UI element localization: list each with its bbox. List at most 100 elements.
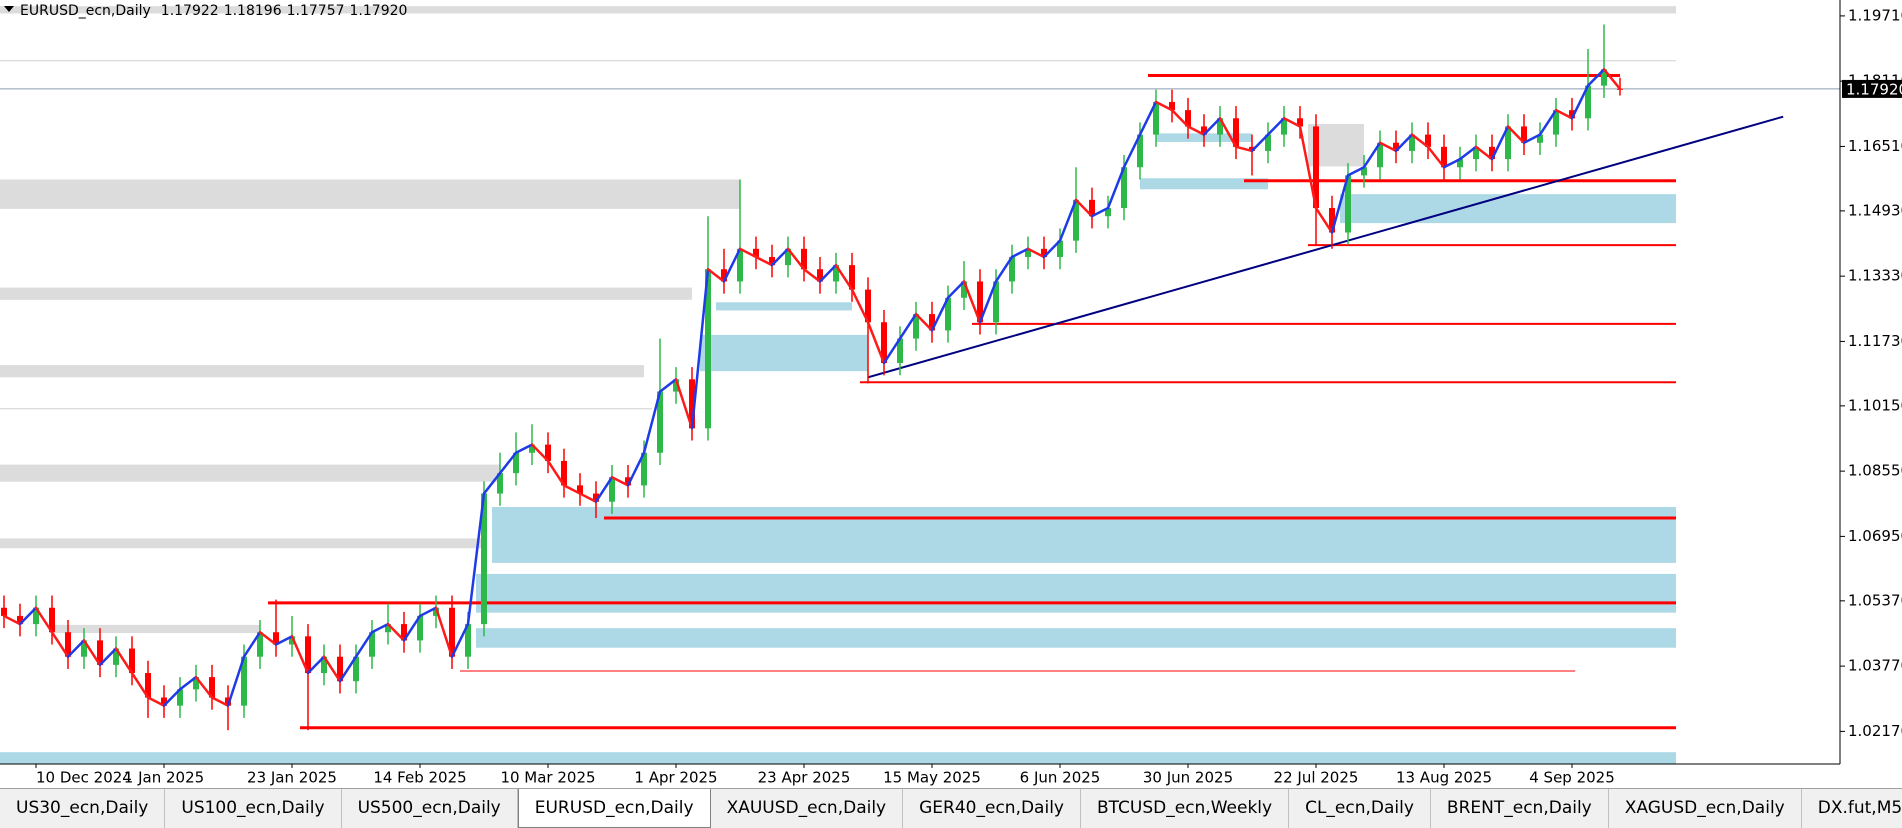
candle-body <box>385 624 391 633</box>
trend-line-segment <box>946 280 966 300</box>
candle-body <box>1473 146 1479 160</box>
trend-line-segment <box>530 443 550 463</box>
trend-line-segment <box>498 451 518 475</box>
menu-arrow[interactable] <box>4 6 14 12</box>
y-tick-label: 1.06950 <box>1848 527 1902 545</box>
trend-line-segment <box>146 696 166 707</box>
trend-line-segment <box>1442 157 1462 169</box>
symbol-tab[interactable]: US100_ecn,Daily <box>165 789 342 828</box>
trend-line-segment <box>610 475 630 487</box>
trend-line-segment <box>66 639 86 658</box>
symbol-tab[interactable]: XAUUSD_ecn,Daily <box>711 789 904 828</box>
trend-line-segment <box>802 267 822 283</box>
trend-line-segment <box>210 696 230 707</box>
candle-body <box>993 281 999 323</box>
candle-body <box>897 338 903 364</box>
trend-line-segment <box>994 255 1014 283</box>
zone <box>476 628 1676 648</box>
trend-line-segment <box>1250 133 1270 153</box>
candle-body <box>321 656 327 674</box>
trend-line-segment <box>1234 145 1254 153</box>
zone <box>0 752 1676 764</box>
candle-body <box>65 632 71 657</box>
trend-line-segment <box>2 614 22 626</box>
symbol-tab[interactable]: DX.fut,M5 <box>1802 789 1902 828</box>
candle-body <box>705 269 711 429</box>
candle-body <box>1185 110 1191 127</box>
symbol-tab[interactable]: GER40_ecn,Daily <box>903 789 1081 828</box>
candle-body <box>593 493 599 502</box>
trend-line-segment <box>1202 117 1222 136</box>
y-tick-label: 1.05370 <box>1848 591 1902 609</box>
candle-body <box>1521 126 1527 143</box>
candle-body <box>929 314 935 331</box>
candle-body <box>1425 134 1431 147</box>
trend-line-segment <box>1330 174 1350 234</box>
trend-line-segment <box>594 475 614 503</box>
symbol-tab[interactable]: US500_ecn,Daily <box>342 789 518 828</box>
trend-line-segment <box>114 647 134 675</box>
tab-bar: US30_ecn,Daily US100_ecn,Daily US500_ecn,D… <box>0 788 1902 828</box>
trend-line-segment <box>258 630 278 646</box>
trend-line-segment <box>834 263 854 291</box>
trend-line-segment <box>818 263 838 283</box>
symbol-tab[interactable]: CL_ecn,Daily <box>1289 789 1431 828</box>
zone <box>492 507 1676 563</box>
trend-line-segment <box>1090 206 1110 218</box>
trend-line-segment <box>1602 68 1622 91</box>
trend-line-segment <box>1538 108 1558 136</box>
candle-body <box>625 477 631 486</box>
candle-body <box>577 485 583 494</box>
y-tick-label: 1.13330 <box>1848 267 1902 285</box>
x-tick-label: 15 May 2025 <box>883 769 981 787</box>
x-tick-label: 1 Apr 2025 <box>634 769 717 787</box>
candle-body <box>145 673 151 698</box>
trend-line-segment <box>866 320 886 365</box>
trend-line-segment <box>1026 247 1046 259</box>
candle-body <box>113 648 119 665</box>
zone <box>0 464 500 482</box>
candle-body <box>49 607 55 633</box>
trend-line-segment <box>226 655 246 707</box>
candle-body <box>289 636 295 645</box>
candle-body <box>1505 126 1511 160</box>
trend-line-segment <box>306 655 326 675</box>
x-tick-label: 13 Aug 2025 <box>1396 769 1492 787</box>
trend-line-segment <box>1042 239 1062 259</box>
trend-line-segment <box>322 655 342 683</box>
zone <box>0 6 1676 14</box>
candle-body <box>33 607 39 625</box>
y-tick-label: 1.08550 <box>1848 462 1902 480</box>
symbol-tab[interactable]: EURUSD_ecn,Daily <box>517 789 711 828</box>
x-tick-label: 6 Jun 2025 <box>1020 769 1101 787</box>
candle-body <box>1585 85 1591 119</box>
candle-body <box>513 452 519 474</box>
trend-line-segment <box>626 451 646 487</box>
trend-line-segment <box>738 247 758 259</box>
y-tick-label: 1.19710 <box>1848 6 1902 24</box>
trend-line-segment <box>1074 198 1094 218</box>
zone <box>0 538 484 549</box>
open-value: 1.17922 <box>161 3 219 19</box>
symbol-tab[interactable]: XAGUSD_ecn,Daily <box>1609 789 1802 828</box>
candle-body <box>769 256 775 266</box>
symbol-tab[interactable]: BTCUSD_ecn,Weekly <box>1081 789 1290 828</box>
symbol-tab[interactable]: US30_ecn,Daily <box>0 789 166 828</box>
candle-body <box>1313 126 1319 209</box>
y-tick-label: 1.11730 <box>1848 332 1902 350</box>
trend-line-segment <box>770 247 790 267</box>
trend-line-segment <box>962 280 982 324</box>
candle-body <box>1441 146 1447 168</box>
candle-body <box>433 607 439 616</box>
symbol-tab[interactable]: BRENT_ecn,Daily <box>1431 789 1609 828</box>
candle-body <box>753 248 759 257</box>
trend-line-segment <box>290 635 310 675</box>
trend-line-segment <box>1490 125 1510 161</box>
trend-line-segment <box>434 606 454 658</box>
trend-line-segment <box>18 606 38 626</box>
trend-line-segment <box>178 675 198 691</box>
candle-body <box>273 632 279 645</box>
trend-line-segment <box>50 630 70 658</box>
trend-line-segment <box>98 647 118 667</box>
trend-line-segment <box>1554 108 1574 120</box>
